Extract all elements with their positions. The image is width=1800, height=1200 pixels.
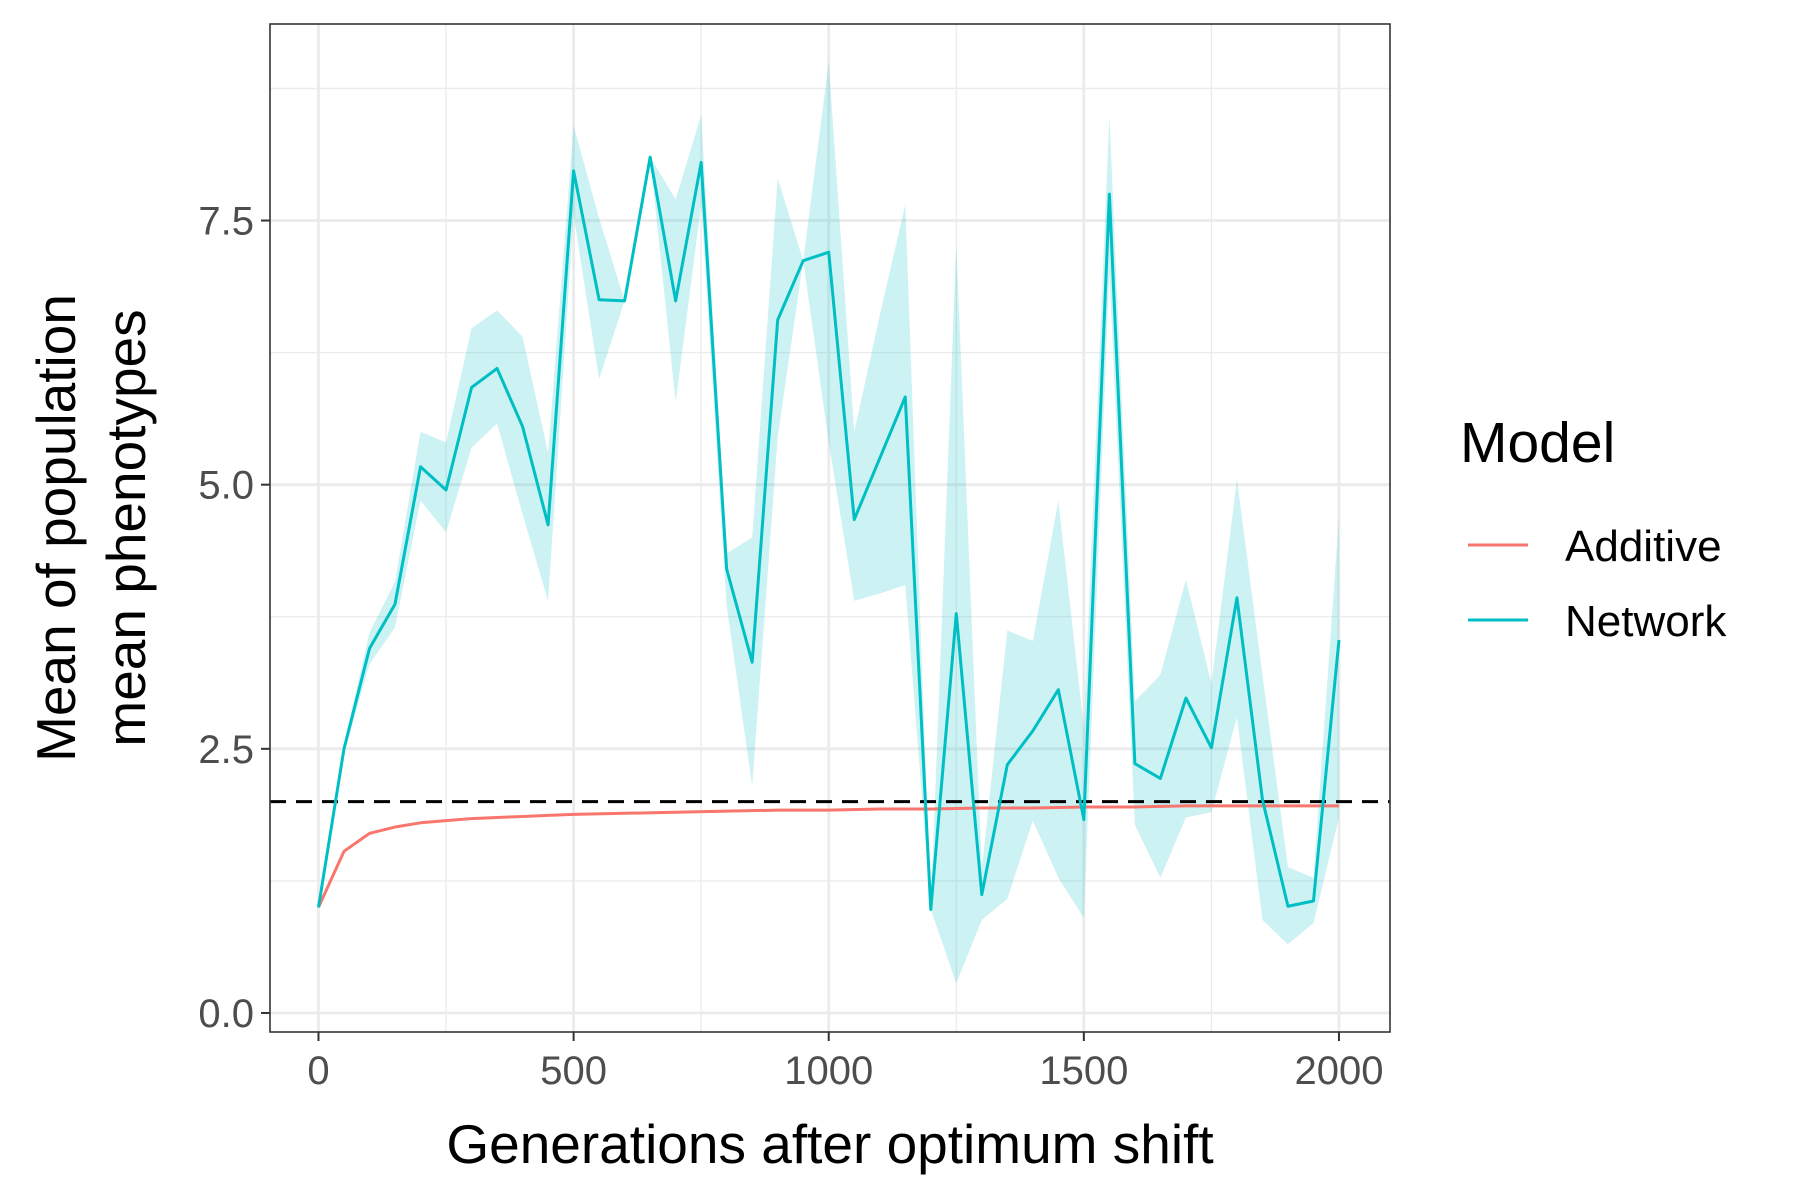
- y-tick-label: 7.5: [198, 200, 254, 244]
- y-tick-label: 0.0: [198, 992, 254, 1036]
- x-tick-label: 2000: [1294, 1049, 1383, 1093]
- series-line-additive: [317, 804, 1339, 908]
- x-tick-label: 500: [540, 1049, 607, 1093]
- x-tick-label: 1500: [1039, 1049, 1128, 1093]
- ribbon-network: [318, 62, 1339, 984]
- axis-layer: 0 500 1000 1500 2000 0.0 2.5 5.0 7.5: [198, 200, 1383, 1093]
- legend-label-additive: Additive: [1565, 522, 1722, 571]
- y-axis-title-line-1: Mean of population: [25, 294, 87, 762]
- grid-layer: [270, 24, 1390, 1032]
- y-tick-label: 5.0: [198, 464, 254, 508]
- y-tick-label: 2.5: [198, 728, 254, 772]
- legend: Model Additive Network: [1460, 411, 1727, 646]
- panel-border: [269, 23, 1391, 1033]
- x-tick-label: 1000: [784, 1049, 873, 1093]
- series-line-layer: [316, 155, 1341, 911]
- series-line-network: [316, 155, 1341, 911]
- y-axis-title-line-2: mean phenotypes: [95, 309, 157, 746]
- legend-title: Model: [1460, 411, 1615, 475]
- ribbon-layer: [318, 62, 1339, 984]
- legend-label-network: Network: [1565, 597, 1727, 646]
- x-tick-label: 0: [307, 1049, 329, 1093]
- x-axis-title: Generations after optimum shift: [446, 1113, 1213, 1175]
